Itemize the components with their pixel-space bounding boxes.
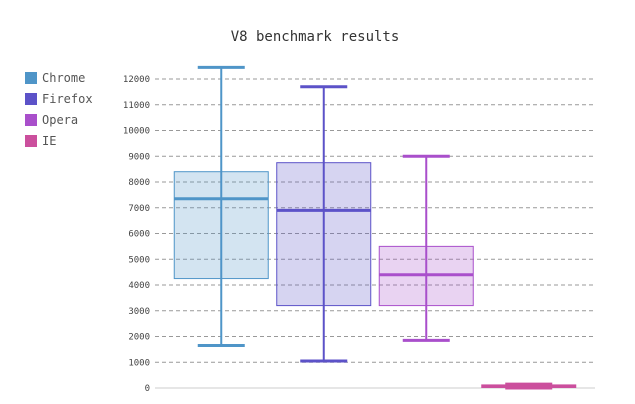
- y-tick-label: 3000: [128, 307, 150, 317]
- y-tick-label: 10000: [123, 127, 150, 137]
- y-tick-label: 8000: [128, 178, 150, 188]
- y-tick-label: 11000: [123, 101, 150, 111]
- legend-swatch: [25, 135, 37, 147]
- box-opera[interactable]: [378, 154, 474, 342]
- legend-swatch: [25, 93, 37, 105]
- legend-item-ie[interactable]: IE: [25, 134, 56, 148]
- box-body: [276, 162, 372, 307]
- y-tick-label: 6000: [128, 230, 150, 240]
- legend-item-opera[interactable]: Opera: [25, 113, 78, 127]
- grid-lines: [155, 78, 595, 363]
- y-tick-label: 9000: [128, 152, 150, 162]
- y-tick-label: 4000: [128, 281, 150, 291]
- chart-title: V8 benchmark results: [231, 29, 400, 45]
- legend[interactable]: Chrome Firefox Opera IE: [25, 71, 93, 148]
- box-firefox[interactable]: [276, 85, 372, 363]
- legend-item-chrome[interactable]: Chrome: [25, 71, 85, 85]
- y-tick-label: 1000: [128, 358, 150, 368]
- legend-swatch: [25, 72, 37, 84]
- y-tick-label: 5000: [128, 255, 150, 265]
- y-tick-label: 0: [145, 384, 150, 394]
- legend-label: Chrome: [42, 71, 85, 85]
- box-chrome[interactable]: [173, 65, 269, 348]
- y-tick-label: 12000: [123, 75, 150, 85]
- legend-swatch: [25, 114, 37, 126]
- box-plots: [173, 65, 577, 390]
- legend-item-firefox[interactable]: Firefox: [25, 92, 93, 106]
- legend-label: Opera: [42, 113, 78, 127]
- y-axis-ticks: 0 1000 2000 3000 4000 5000 6000 7000 8000 9000 100…: [123, 75, 150, 394]
- box-ie[interactable]: [481, 382, 577, 390]
- y-tick-label: 7000: [128, 204, 150, 214]
- legend-label: IE: [42, 134, 56, 148]
- legend-label: Firefox: [42, 92, 93, 106]
- y-tick-label: 2000: [128, 333, 150, 343]
- box-body: [173, 171, 269, 280]
